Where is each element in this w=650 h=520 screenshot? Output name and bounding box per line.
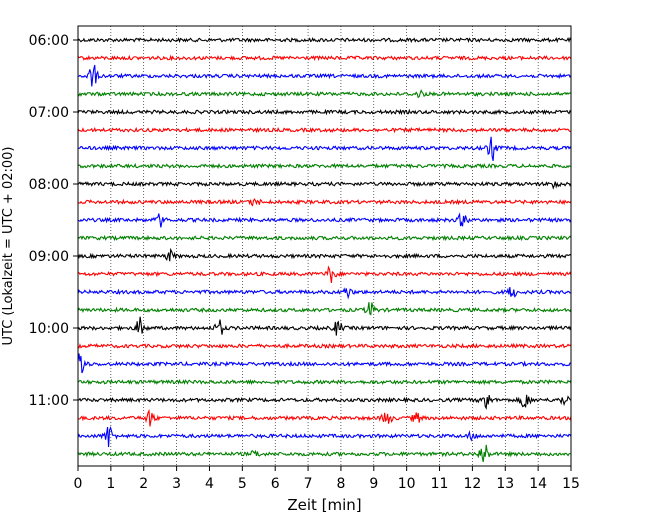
trace-0730 <box>77 136 572 161</box>
x-tick-label: 10 <box>398 476 416 492</box>
y-tick-label: 09:00 <box>29 249 69 265</box>
y-tick-label: 06:00 <box>29 33 69 49</box>
trace-1015 <box>77 342 572 350</box>
traces-layer <box>77 36 572 463</box>
trace-0800 <box>77 180 572 190</box>
x-tick-label: 13 <box>496 476 514 492</box>
trace-0630 <box>77 64 572 87</box>
trace-0645 <box>77 89 572 99</box>
x-tick-label: 7 <box>304 476 313 492</box>
y-tick-label: 07:00 <box>29 105 69 121</box>
x-tick-label: 8 <box>336 476 345 492</box>
trace-1100 <box>77 394 572 410</box>
trace-0700 <box>77 108 572 116</box>
y-axis: 06:00 07:00 08:00 09:00 10:00 11:00 <box>29 33 78 409</box>
y-tick-label: 11:00 <box>29 393 69 409</box>
plot-frame <box>77 25 572 467</box>
trace-0600 <box>77 36 572 44</box>
trace-0945 <box>77 302 572 316</box>
x-tick-label: 11 <box>431 476 449 492</box>
trace-0915 <box>77 265 572 284</box>
trace-1130 <box>77 425 572 447</box>
trace-0930 <box>77 287 572 300</box>
x-tick-label: 2 <box>139 476 148 492</box>
x-tick-label: 0 <box>74 476 83 492</box>
trace-0830 <box>77 212 572 228</box>
trace-0900 <box>77 247 572 262</box>
grid-layer <box>110 26 539 466</box>
trace-1000 <box>77 316 572 336</box>
trace-1045 <box>77 378 572 386</box>
x-axis-label: Zeit [min] <box>287 496 361 514</box>
trace-0815 <box>77 198 572 207</box>
x-axis: 0 1 2 3 4 5 6 7 8 9 10 11 12 13 14 15 <box>74 466 580 492</box>
x-tick-label: 3 <box>172 476 181 492</box>
trace-0845 <box>77 234 572 242</box>
trace-1145 <box>77 444 572 463</box>
x-tick-label: 1 <box>106 476 115 492</box>
trace-1030 <box>77 353 572 374</box>
y-tick-label: 08:00 <box>29 177 69 193</box>
x-tick-label: 6 <box>271 476 280 492</box>
x-tick-label: 9 <box>369 476 378 492</box>
trace-0615 <box>77 54 572 62</box>
x-tick-label: 5 <box>238 476 247 492</box>
x-tick-label: 4 <box>205 476 214 492</box>
y-axis-label: UTC (Lokalzeit = UTC + 02:00) <box>1 147 16 346</box>
trace-0715 <box>77 126 572 134</box>
x-tick-label: 14 <box>529 476 547 492</box>
x-tick-label: 15 <box>562 476 580 492</box>
trace-0745 <box>77 162 572 170</box>
x-tick-label: 12 <box>463 476 481 492</box>
trace-1115 <box>77 408 572 427</box>
y-tick-label: 10:00 <box>29 321 69 337</box>
